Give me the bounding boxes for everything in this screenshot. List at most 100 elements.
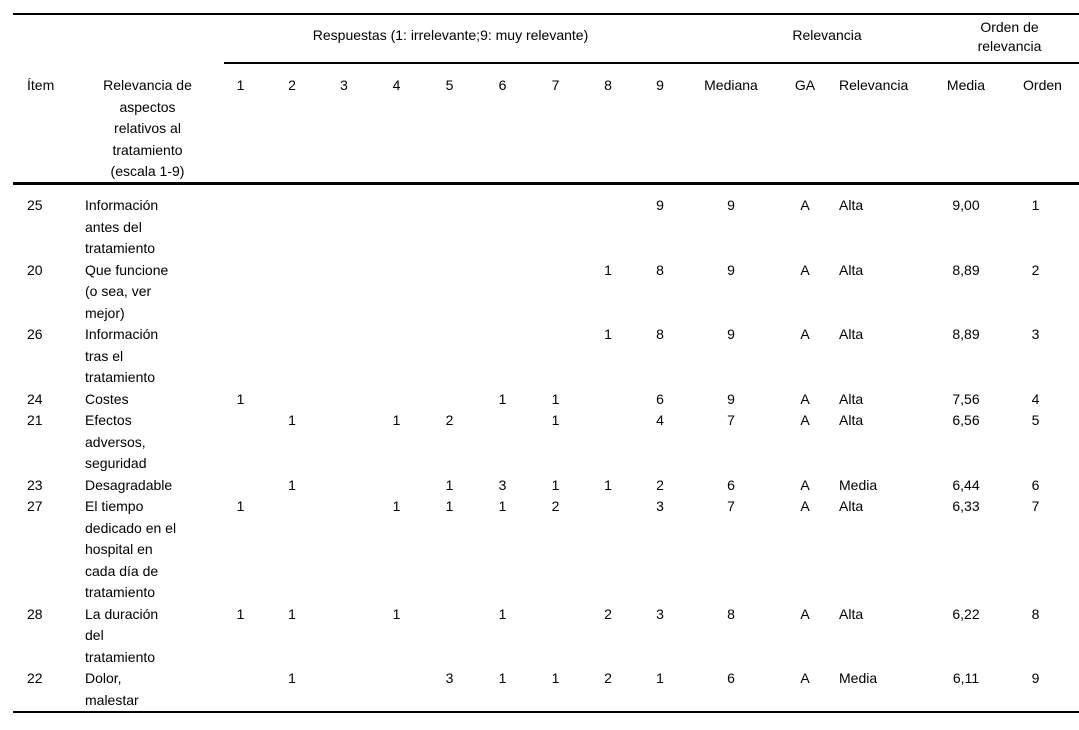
- table-row: 28 La duración del tratamiento 1 1 1 1 2 3 8 A Alt…: [13, 604, 1079, 669]
- cell-relevancia: Alta: [839, 498, 864, 514]
- cell-respuesta-4: 1: [392, 412, 401, 428]
- cell-item: 27: [27, 498, 43, 514]
- group-header-underline: [224, 62, 1079, 64]
- cell-orden: 8: [1031, 605, 1040, 622]
- column-header-respuesta-5: 5: [445, 77, 454, 93]
- cell-item: 21: [27, 412, 43, 428]
- table-row: 23 Desagradable 1 1 3 1 1 2 6 A Media 6,44 6: [13, 475, 1079, 497]
- cell-respuesta-5: 2: [445, 412, 454, 428]
- cell-mediana: 6: [727, 670, 735, 686]
- cell-mediana: 9: [727, 261, 735, 278]
- cell-respuesta-4: 1: [392, 605, 401, 622]
- cell-respuesta-6: 1: [498, 670, 507, 686]
- cell-orden: 3: [1031, 326, 1040, 342]
- cell-respuesta-1: 1: [236, 605, 245, 622]
- group-header-relevancia: Relevancia: [792, 27, 862, 43]
- cell-respuesta-6: 1: [498, 605, 507, 622]
- cell-respuesta-7: 1: [551, 390, 560, 407]
- cell-respuesta-2: 1: [288, 670, 296, 686]
- cell-relevancia: Alta: [839, 326, 864, 342]
- cell-respuesta-2: 1: [288, 412, 296, 428]
- cell-respuesta-6: 3: [498, 476, 507, 493]
- cell-media: 6,44: [952, 476, 980, 493]
- table-header-row: Ítem Relevancia de aspectos relativos al…: [13, 75, 1079, 183]
- column-header-respuesta-8: 8: [604, 77, 612, 93]
- table-top-rule: [13, 13, 1079, 15]
- cell-respuesta-1: 1: [236, 498, 245, 514]
- cell-ga: A: [800, 498, 810, 514]
- cell-respuesta-8: 1: [604, 476, 612, 493]
- cell-descripcion: Dolor, malestar: [85, 670, 139, 708]
- cell-mediana: 9: [727, 326, 735, 342]
- cell-orden: 5: [1031, 412, 1040, 428]
- table-row: 22 Dolor, malestar 1 3 1 1 2 1 6 A Media 6,11 9: [13, 668, 1079, 711]
- cell-ga: A: [800, 390, 810, 407]
- cell-mediana: 7: [727, 412, 735, 428]
- cell-ga: A: [800, 197, 810, 213]
- cell-item: 28: [27, 605, 43, 622]
- cell-respuesta-9: 4: [656, 412, 664, 428]
- column-header-respuesta-7: 7: [551, 77, 560, 93]
- cell-respuesta-8: 2: [604, 670, 612, 686]
- column-header-respuesta-1: 1: [236, 77, 245, 93]
- table-row: 26 Información tras el tratamiento 1 8 9 A Alt…: [13, 324, 1079, 389]
- cell-relevancia: Alta: [839, 605, 864, 622]
- table-row: 27 El tiempo dedicado en el hospital en c…: [13, 496, 1079, 604]
- cell-orden: 1: [1031, 197, 1040, 213]
- cell-descripcion: Información antes del tratamiento: [85, 197, 159, 256]
- column-header-respuesta-4: 4: [392, 77, 401, 93]
- cell-respuesta-6: 1: [498, 390, 507, 407]
- cell-respuesta-9: 3: [656, 605, 664, 622]
- cell-orden: 7: [1031, 498, 1040, 514]
- cell-relevancia: Media: [839, 476, 878, 493]
- column-header-descripcion: Relevancia de aspectos relativos al trat…: [103, 77, 192, 179]
- column-header-relevancia: Relevancia: [839, 77, 909, 93]
- cell-ga: A: [800, 412, 810, 428]
- table-row: 21 Efectos adversos, seguridad 1 1 2 1 4 7 A Alta…: [13, 410, 1079, 475]
- cell-descripcion: El tiempo dedicado en el hospital en cad…: [85, 498, 177, 600]
- cell-descripcion: Efectos adversos, seguridad: [85, 412, 147, 471]
- cell-respuesta-9: 8: [656, 261, 664, 278]
- cell-respuesta-9: 3: [656, 498, 664, 514]
- cell-mediana: 6: [727, 476, 735, 493]
- cell-item: 23: [27, 476, 43, 493]
- cell-item: 25: [27, 197, 43, 213]
- column-header-respuesta-3: 3: [340, 77, 348, 93]
- group-header-orden-de-relevancia: Orden de relevancia: [977, 19, 1042, 54]
- cell-orden: 2: [1031, 261, 1040, 278]
- cell-mediana: 9: [727, 197, 735, 213]
- cell-ga: A: [800, 261, 810, 278]
- cell-mediana: 8: [727, 605, 735, 622]
- cell-respuesta-7: 1: [551, 476, 560, 493]
- cell-respuesta-9: 9: [656, 197, 664, 213]
- cell-relevancia: Media: [839, 670, 878, 686]
- column-header-respuesta-9: 9: [656, 77, 664, 93]
- cell-respuesta-9: 6: [656, 390, 664, 407]
- cell-descripcion: La duración del tratamiento: [85, 605, 159, 665]
- cell-media: 8,89: [952, 261, 980, 278]
- cell-descripcion: Costes: [85, 390, 129, 407]
- cell-respuesta-5: 1: [445, 498, 454, 514]
- cell-media: 6,22: [952, 605, 980, 622]
- cell-respuesta-7: 1: [551, 412, 560, 428]
- cell-respuesta-7: 2: [551, 498, 560, 514]
- group-header-respuestas: Respuestas (1: irrelevante;9: muy releva…: [312, 27, 589, 43]
- cell-relevancia: Alta: [839, 261, 864, 278]
- cell-relevancia: Alta: [839, 197, 864, 213]
- cell-respuesta-7: 1: [551, 670, 560, 686]
- cell-media: 7,56: [952, 390, 980, 407]
- cell-mediana: 7: [727, 498, 735, 514]
- table-row: 24 Costes 1 1 1 6 9 A Alta 7,56 4: [13, 389, 1079, 411]
- cell-item: 24: [27, 390, 43, 407]
- cell-orden: 4: [1031, 390, 1040, 407]
- cell-relevancia: Alta: [839, 412, 864, 428]
- cell-respuesta-9: 8: [656, 326, 664, 342]
- cell-orden: 6: [1031, 476, 1040, 493]
- cell-descripcion: Que funcione (o sea, ver mejor): [85, 261, 169, 321]
- cell-media: 9,00: [952, 197, 980, 213]
- cell-media: 6,11: [952, 670, 980, 686]
- cell-descripcion: Información tras el tratamiento: [85, 326, 159, 385]
- column-header-orden: Orden: [1023, 77, 1062, 93]
- cell-ga: A: [800, 605, 810, 622]
